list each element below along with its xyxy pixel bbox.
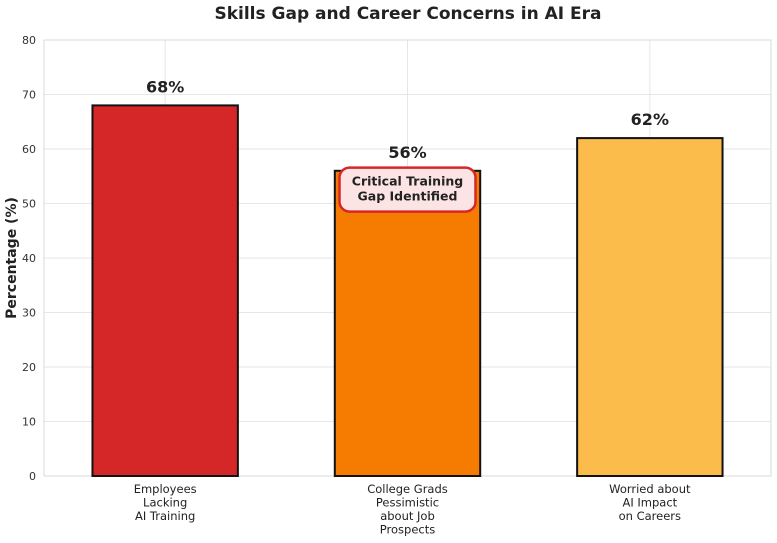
- x-tick-label: Employees: [134, 482, 197, 496]
- annotation-text: Critical Training: [352, 174, 463, 189]
- y-tick-label: 80: [22, 34, 36, 47]
- x-tick-label: about Job: [380, 509, 435, 523]
- y-tick-label: 0: [29, 470, 36, 483]
- x-tick-label: AI Training: [135, 509, 195, 523]
- y-tick-label: 30: [22, 307, 36, 320]
- chart-title: Skills Gap and Career Concerns in AI Era: [214, 4, 601, 24]
- y-tick-label: 60: [22, 143, 36, 156]
- y-tick-label: 20: [22, 361, 36, 374]
- y-tick-label: 50: [22, 198, 36, 211]
- data-label: 68%: [146, 77, 184, 96]
- x-tick-label: Prospects: [380, 523, 435, 537]
- bar: [333, 169, 482, 478]
- x-tick-label: on Careers: [619, 509, 681, 523]
- y-tick-label: 40: [22, 252, 36, 265]
- annotation-box: [338, 166, 477, 213]
- x-tick-label: Worried about: [609, 482, 691, 496]
- x-tick-label: College Grads: [367, 482, 448, 496]
- x-tick-label: Pessimistic: [376, 496, 439, 510]
- y-tick-label: 70: [22, 89, 36, 102]
- annotation-text: Gap Identified: [358, 189, 458, 204]
- y-axis-label: Percentage (%): [4, 197, 20, 319]
- data-label: 62%: [631, 110, 669, 129]
- bar: [91, 104, 239, 478]
- x-tick-label: Lacking: [143, 496, 187, 510]
- y-tick-label: 10: [22, 416, 36, 429]
- data-label: 56%: [388, 143, 426, 162]
- x-tick-label: AI Impact: [622, 496, 677, 510]
- bar: [576, 137, 724, 477]
